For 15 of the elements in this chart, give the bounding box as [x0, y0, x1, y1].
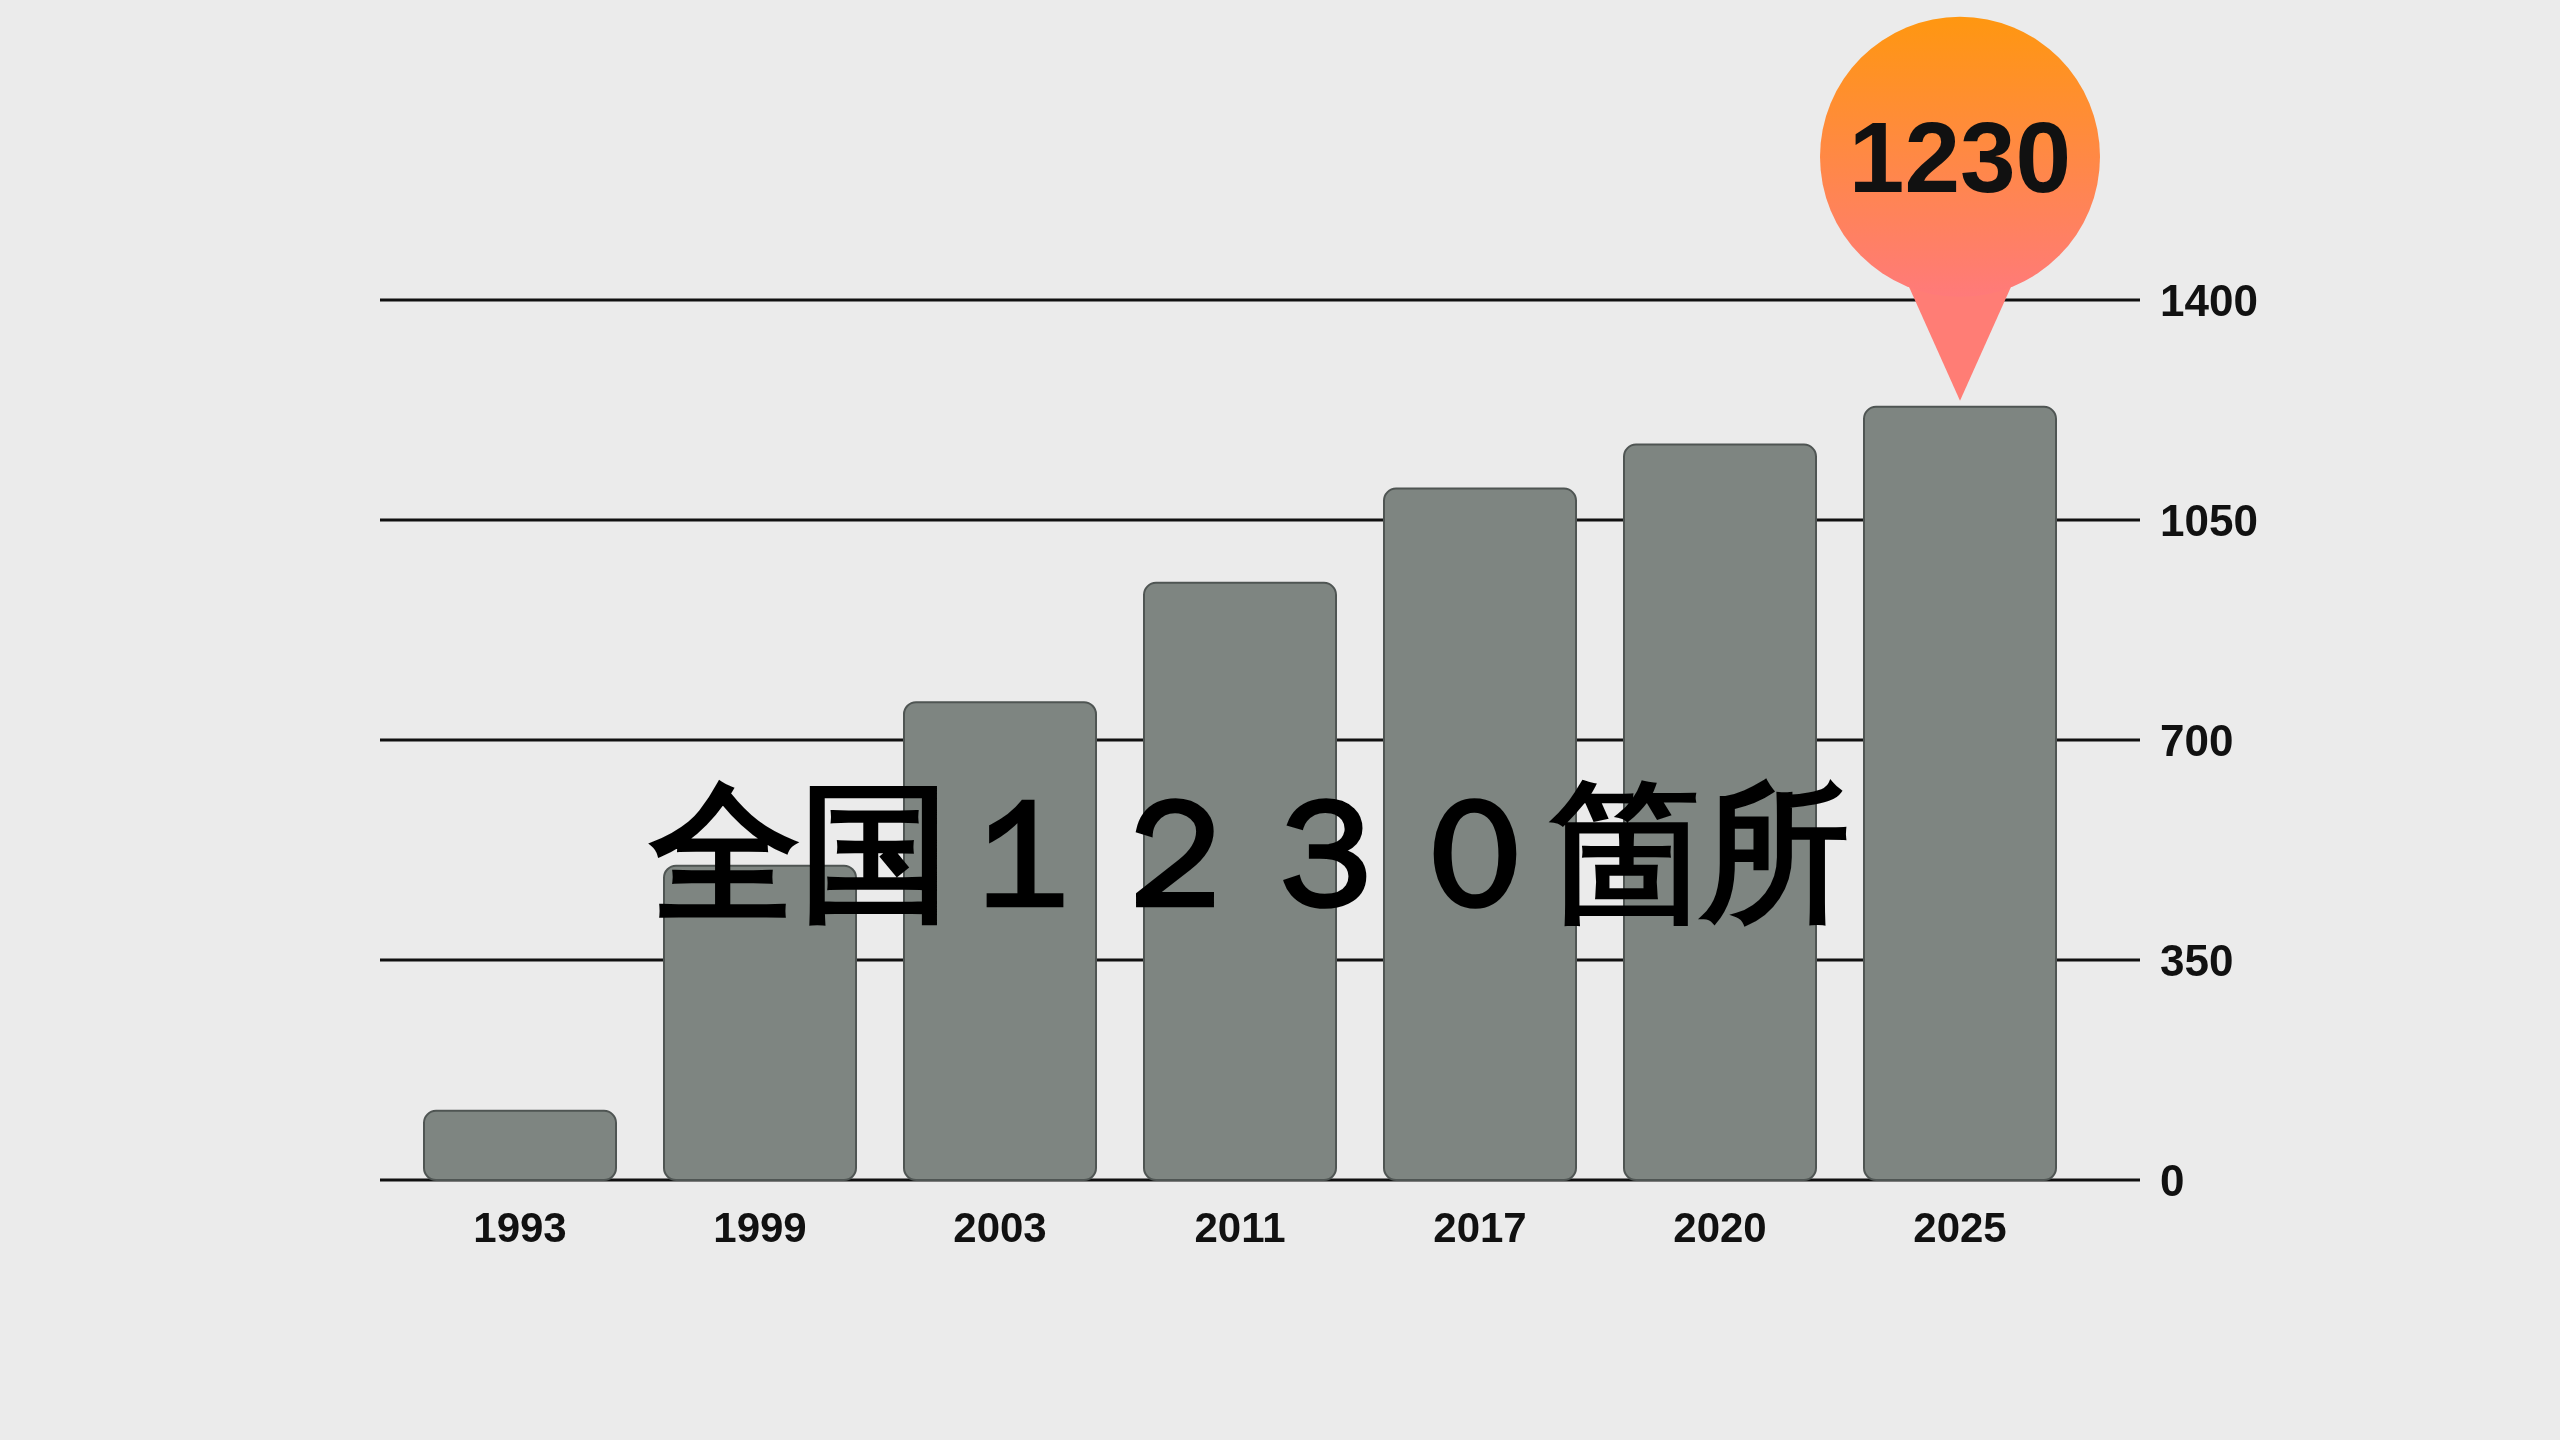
- x-tick-label: 2020: [1673, 1204, 1767, 1251]
- x-tick-label: 2025: [1913, 1204, 2007, 1251]
- bar: [1863, 405, 2057, 1181]
- x-tick-label: 2003: [953, 1204, 1047, 1251]
- y-tick-label: 1400: [2160, 275, 2258, 325]
- x-tick-label: 2011: [1194, 1204, 1286, 1251]
- x-tick-label: 1999: [713, 1204, 807, 1251]
- y-tick-label: 700: [2160, 715, 2234, 765]
- data-label: 1230: [1848, 100, 2072, 213]
- x-tick-label: 2017: [1433, 1204, 1527, 1251]
- x-tick-label: 1993: [473, 1204, 567, 1251]
- y-tick-label: 350: [2160, 935, 2234, 985]
- y-tick-label: 0: [2160, 1155, 2185, 1205]
- bar: [423, 1109, 617, 1181]
- y-tick-label: 1050: [2160, 495, 2258, 545]
